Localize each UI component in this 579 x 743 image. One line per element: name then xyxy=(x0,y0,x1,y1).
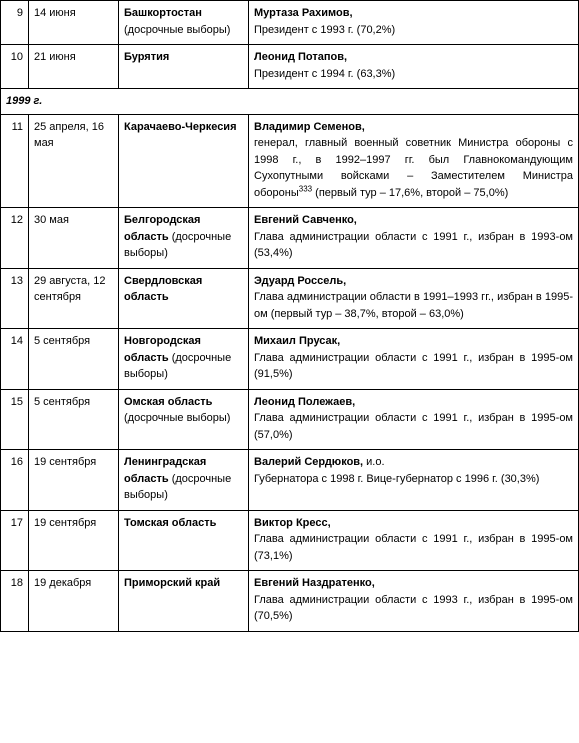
person-desc: Президент с 1994 г. (63,3%) xyxy=(254,68,395,80)
person-desc: Глава администрации области с 1991 г., и… xyxy=(254,412,573,441)
row-desc: Михаил Прусак, Глава администрации облас… xyxy=(249,329,579,390)
footnote-ref: 333 xyxy=(299,184,312,193)
row-desc: Евгений Савченко, Глава администрации об… xyxy=(249,208,579,269)
row-desc: Валерий Сердюков, и.о. Губернатора с 199… xyxy=(249,450,579,511)
year-header: 1999 г. xyxy=(1,89,579,115)
row-region: Башкортостан (досрочные выборы) xyxy=(119,1,249,45)
region-note: (досрочные выборы) xyxy=(124,412,230,424)
row-region: Ленинградская область (досрочные выборы) xyxy=(119,450,249,511)
region-name: Башкортостан xyxy=(124,7,202,19)
region-name: Приморский край xyxy=(124,577,220,589)
person-name: Леонид Полежаев, xyxy=(254,396,355,408)
person-name: Валерий Сердюков, xyxy=(254,456,363,468)
table-row: 9 14 июня Башкортостан (досрочные выборы… xyxy=(1,1,579,45)
person-desc-b: (первый тур – 17,6%, второй – 75,0%) xyxy=(312,187,508,199)
row-number: 18 xyxy=(1,571,29,632)
person-desc: Глава администрации области с 1993 г., и… xyxy=(254,594,573,623)
table-row: 12 30 мая Белгородская область (досрочны… xyxy=(1,208,579,269)
person-desc: Президент с 1993 г. (70,2%) xyxy=(254,24,395,36)
elections-table: 9 14 июня Башкортостан (досрочные выборы… xyxy=(0,0,579,632)
row-region: Свердловская область xyxy=(119,268,249,329)
region-note: (досрочные выборы) xyxy=(124,24,230,36)
row-date: 5 сентября xyxy=(29,389,119,450)
person-name: Евгений Савченко, xyxy=(254,214,357,226)
row-date: 14 июня xyxy=(29,1,119,45)
row-desc: Владимир Семенов, генерал, главный военн… xyxy=(249,114,579,208)
row-number: 12 xyxy=(1,208,29,269)
row-number: 13 xyxy=(1,268,29,329)
person-name: Евгений Наздратенко, xyxy=(254,577,375,589)
person-name: Муртаза Рахимов, xyxy=(254,7,353,19)
region-name: Томская область xyxy=(124,517,216,529)
row-desc: Евгений Наздратенко, Глава администрации… xyxy=(249,571,579,632)
person-desc: Губернатора с 1998 г. Вице-губернатор с … xyxy=(254,473,539,485)
table-row: 16 19 сентября Ленинградская область (до… xyxy=(1,450,579,511)
person-role-suffix: и.о. xyxy=(363,456,384,468)
person-desc: Глава администрации области с 1991 г., и… xyxy=(254,352,573,381)
row-date: 19 сентября xyxy=(29,510,119,571)
row-date: 5 сентября xyxy=(29,329,119,390)
table-row: 18 19 декабря Приморский край Евгений На… xyxy=(1,571,579,632)
row-number: 9 xyxy=(1,1,29,45)
row-number: 15 xyxy=(1,389,29,450)
row-region: Омская область (досрочные выборы) xyxy=(119,389,249,450)
table-row: 17 19 сентября Томская область Виктор Кр… xyxy=(1,510,579,571)
row-desc: Муртаза Рахимов, Президент с 1993 г. (70… xyxy=(249,1,579,45)
region-name: Карачаево-Черкесия xyxy=(124,121,237,133)
row-region: Бурятия xyxy=(119,45,249,89)
row-number: 14 xyxy=(1,329,29,390)
row-desc: Эдуард Россель, Глава администрации обла… xyxy=(249,268,579,329)
year-header-row: 1999 г. xyxy=(1,89,579,115)
row-desc: Леонид Полежаев, Глава администрации обл… xyxy=(249,389,579,450)
person-name: Эдуард Россель, xyxy=(254,275,346,287)
row-date: 29 августа, 12 сентября xyxy=(29,268,119,329)
row-region: Белгородская область (досрочные выборы) xyxy=(119,208,249,269)
row-number: 11 xyxy=(1,114,29,208)
person-name: Михаил Прусак, xyxy=(254,335,340,347)
region-name: Бурятия xyxy=(124,51,169,63)
row-date: 21 июня xyxy=(29,45,119,89)
person-desc: Глава администрации области с 1991 г., и… xyxy=(254,533,573,562)
table-row: 13 29 августа, 12 сентября Свердловская … xyxy=(1,268,579,329)
row-date: 19 сентября xyxy=(29,450,119,511)
row-number: 16 xyxy=(1,450,29,511)
row-desc: Леонид Потапов, Президент с 1994 г. (63,… xyxy=(249,45,579,89)
row-date: 25 апреля, 16 мая xyxy=(29,114,119,208)
table-row: 11 25 апреля, 16 мая Карачаево-Черкесия … xyxy=(1,114,579,208)
person-desc: Глава администрации области с 1991 г., и… xyxy=(254,231,573,260)
row-number: 10 xyxy=(1,45,29,89)
region-name: Омская область xyxy=(124,396,212,408)
row-date: 19 декабря xyxy=(29,571,119,632)
person-desc: Глава администрации области в 1991–1993 … xyxy=(254,291,573,320)
row-region: Карачаево-Черкесия xyxy=(119,114,249,208)
table-row: 10 21 июня Бурятия Леонид Потапов, Прези… xyxy=(1,45,579,89)
region-name: Свердловская область xyxy=(124,275,202,304)
person-name: Леонид Потапов, xyxy=(254,51,347,63)
person-name: Владимир Семенов, xyxy=(254,121,365,133)
row-region: Новгородская область (досрочные выборы) xyxy=(119,329,249,390)
table-row: 15 5 сентября Омская область (досрочные … xyxy=(1,389,579,450)
row-region: Приморский край xyxy=(119,571,249,632)
row-date: 30 мая xyxy=(29,208,119,269)
row-region: Томская область xyxy=(119,510,249,571)
person-name: Виктор Кресс, xyxy=(254,517,331,529)
row-desc: Виктор Кресс, Глава администрации област… xyxy=(249,510,579,571)
row-number: 17 xyxy=(1,510,29,571)
table-row: 14 5 сентября Новгородская область (доср… xyxy=(1,329,579,390)
